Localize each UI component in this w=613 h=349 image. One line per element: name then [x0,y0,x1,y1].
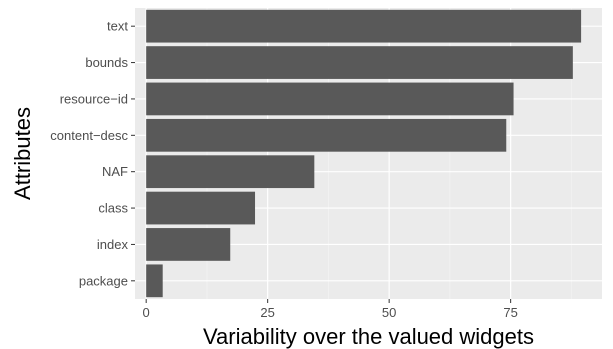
y-tick-label: class [98,201,128,216]
x-axis-ticks: 0 25 50 75 [143,299,518,320]
y-tick-label: content−desc [50,128,128,143]
x-axis-title: Variability over the valued widgets [203,324,534,349]
x-tick-label: 50 [382,305,396,320]
bar-7 [146,228,231,261]
bar-2 [146,46,573,79]
x-tick-label: 25 [260,305,274,320]
y-axis-ticks: text bounds resource−id content−desc NAF clas… [50,19,135,288]
bar-4 [146,118,507,152]
y-axis-title: Attributes [10,107,35,200]
x-tick-label: 75 [503,305,517,320]
y-tick-label: NAF [102,164,128,179]
bar-5 [146,155,315,189]
y-tick-label: text [107,19,128,34]
y-tick-label: index [97,237,129,252]
bar-3 [146,82,514,116]
y-tick-label: package [79,273,128,288]
y-tick-label: resource−id [60,91,128,106]
bar-8 [146,264,163,298]
y-tick-label: bounds [85,55,128,70]
bar-6 [146,191,256,225]
bars [146,9,582,298]
bar-1 [146,9,582,43]
x-tick-label: 0 [143,305,150,320]
